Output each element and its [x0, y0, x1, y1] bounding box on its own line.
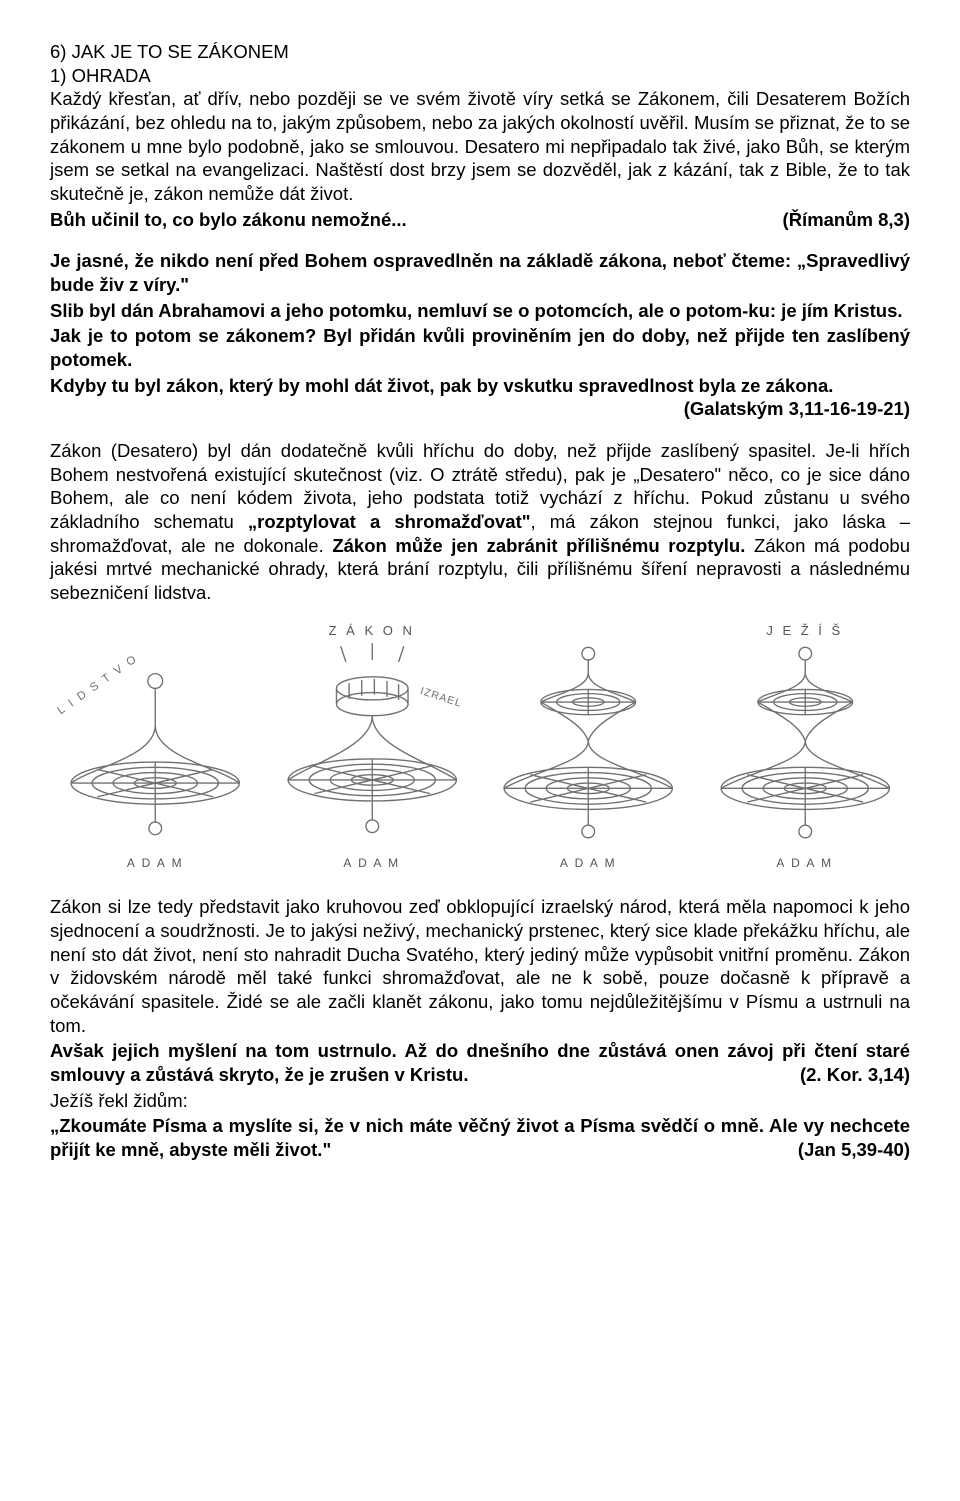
quote1-line4: Kdyby tu byl zákon, který by mohl dát ži…: [50, 374, 910, 421]
quote1-line1: Je jasné, že nikdo není před Bohem ospra…: [50, 249, 910, 296]
paragraph-3: Zákon (Desatero) byl dán dodatečně kvůli…: [50, 439, 910, 605]
para5-left: Avšak jejich myšlení na tom ustrnulo. Až…: [50, 1040, 910, 1085]
heading-line-2: 1) OHRADA: [50, 64, 910, 88]
paragraph-6-intro: Ježíš řekl židům:: [50, 1089, 910, 1113]
para6-ref: (Jan 5,39-40): [798, 1138, 910, 1162]
paragraph-1-bold: Bůh učinil to, co bylo zákonu nemožné...…: [50, 208, 910, 232]
heading-block: 6) JAK JE TO SE ZÁKONEM 1) OHRADA Každý …: [50, 40, 910, 231]
paragraph-5: Avšak jejich myšlení na tom ustrnulo. Až…: [50, 1039, 910, 1086]
paragraph-4: Zákon si lze tedy představit jako kruhov…: [50, 895, 910, 1037]
double-funnel-jezis-icon: [700, 641, 911, 852]
paragraph-6: „Zkoumáte Písma a myslíte si, že v nich …: [50, 1114, 910, 1161]
diagram3-top: [585, 623, 592, 640]
diagram-cell-4: J E Ž Í Š: [700, 623, 911, 871]
para1-bold-left: Bůh učinil to, co bylo zákonu nemožné...: [50, 209, 407, 230]
para3-b1: „rozptylovat a shromažďovat": [248, 511, 531, 532]
double-funnel-icon: [483, 641, 694, 852]
funnel-ring-icon: IZRAEL: [267, 641, 478, 852]
para6-left: „Zkoumáte Písma a myslíte si, že v nich …: [50, 1115, 910, 1160]
diagram4-bottom: A D A M: [776, 856, 833, 871]
svg-text:IZRAEL: IZRAEL: [418, 685, 463, 710]
quote1-line2: Slib byl dán Abrahamovi a jeho potomku, …: [50, 299, 910, 323]
paragraph-4-block: Zákon si lze tedy představit jako kruhov…: [50, 895, 910, 1161]
quote-block-1: Je jasné, že nikdo není před Bohem ospra…: [50, 249, 910, 421]
quote1-ref: (Galatským 3,11-16-19-21): [684, 397, 910, 421]
diagram2-bottom: A D A M: [343, 856, 400, 871]
diagram2-top: Z Á K O N: [329, 623, 415, 640]
diagram1-top: [152, 623, 159, 640]
diagram-row: L I D S T V O: [50, 623, 910, 871]
diagram4-top: J E Ž Í Š: [766, 623, 843, 640]
heading-line-1: 6) JAK JE TO SE ZÁKONEM: [50, 40, 910, 64]
paragraph-3-block: Zákon (Desatero) byl dán dodatečně kvůli…: [50, 439, 910, 605]
quote1-line4-left: Kdyby tu byl zákon, který by mohl dát ži…: [50, 375, 833, 396]
funnel-icon: L I D S T V O: [50, 641, 261, 852]
para1-ref: (Římanům 8,3): [783, 208, 910, 232]
diagram3-bottom: A D A M: [560, 856, 617, 871]
paragraph-1: Každý křesťan, ať dřív, nebo později se …: [50, 87, 910, 205]
diagram-cell-1: L I D S T V O: [50, 623, 261, 871]
svg-text:L I D S T V O: L I D S T V O: [55, 653, 140, 717]
diagram-cell-2: Z Á K O N IZRAEL: [267, 623, 478, 871]
diagram1-bottom: A D A M: [127, 856, 184, 871]
quote1-line3: Jak je to potom se zákonem? Byl přidán k…: [50, 324, 910, 371]
para3-b2: Zákon může jen zabránit přílišnému rozpt…: [332, 535, 745, 556]
diagram-cell-3: A D A M: [483, 623, 694, 871]
para5-ref: (2. Kor. 3,14): [800, 1063, 910, 1087]
